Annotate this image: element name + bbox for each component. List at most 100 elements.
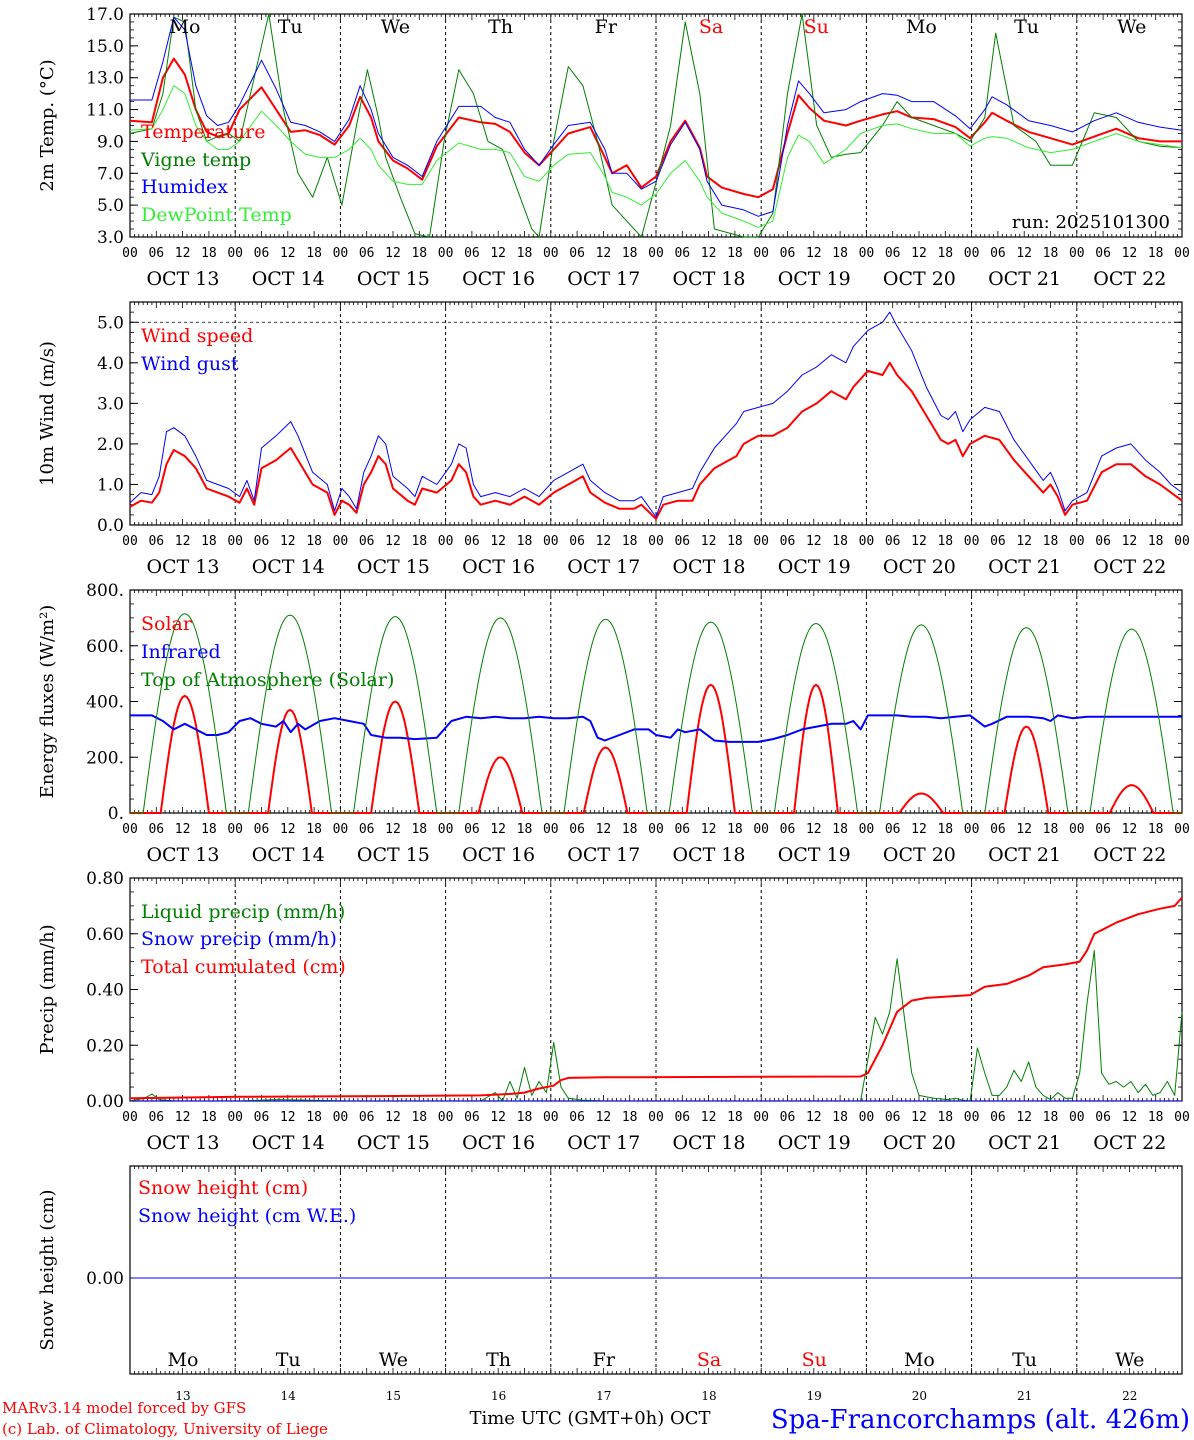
series-group [129, 896, 1183, 1102]
date-label: OCT 17 [567, 1132, 640, 1154]
date-label: OCT 18 [672, 268, 745, 290]
svg-text:18: 18 [832, 246, 848, 261]
legend-entry: Top of Atmosphere (Solar) [141, 669, 394, 691]
svg-text:00: 00 [227, 822, 243, 837]
y-tick-label: 17.0 [86, 5, 124, 25]
panel-frame [129, 589, 1183, 814]
date-label: OCT 16 [462, 556, 535, 578]
svg-text:06: 06 [780, 246, 796, 261]
date-label: OCT 21 [988, 268, 1061, 290]
svg-text:12: 12 [1122, 534, 1138, 549]
svg-text:12: 12 [911, 246, 927, 261]
date-label: OCT 18 [672, 556, 745, 578]
x-axis-label: Time UTC (GMT+0h) OCT [469, 1408, 710, 1429]
svg-text:06: 06 [885, 1110, 901, 1125]
svg-text:12: 12 [911, 534, 927, 549]
station-name: Spa-Francorchamps (alt. 426m) [771, 1405, 1190, 1435]
svg-text:00: 00 [543, 534, 559, 549]
svg-text:06: 06 [1095, 1110, 1111, 1125]
day-number: 16 [491, 1389, 506, 1403]
svg-text:00: 00 [122, 822, 138, 837]
svg-text:06: 06 [254, 246, 270, 261]
svg-text:00: 00 [1174, 822, 1190, 837]
day-abbr: Mo [168, 1349, 199, 1371]
svg-text:18: 18 [937, 1110, 953, 1125]
svg-text:18: 18 [1043, 822, 1059, 837]
svg-text:12: 12 [596, 822, 612, 837]
svg-text:12: 12 [1122, 246, 1138, 261]
hour-labels: 00 06 12 18 00 06 12 18 00 06 12 18 00 06 12 18 00 06 12 18… [122, 1110, 1190, 1125]
svg-text:06: 06 [1095, 534, 1111, 549]
date-label: OCT 13 [146, 556, 219, 578]
date-label: OCT 14 [252, 844, 325, 866]
svg-text:00: 00 [543, 1110, 559, 1125]
hour-labels: 00 06 12 18 00 06 12 18 00 06 12 18 00 06 12 18 00 06 12 18… [122, 246, 1190, 261]
svg-text:18: 18 [622, 1110, 638, 1125]
svg-text:00: 00 [1069, 822, 1085, 837]
date-label: OCT 16 [462, 844, 535, 866]
series-line-liquid-precip-mm-h [129, 950, 1183, 1102]
y-axis-label: Energy fluxes (W/m²) [37, 605, 58, 799]
svg-text:00: 00 [333, 822, 349, 837]
model-credit-line2: (c) Lab. of Climatology, University of L… [2, 1420, 328, 1438]
series-line-dewpoint-temp [129, 85, 1183, 228]
date-label: OCT 19 [778, 844, 851, 866]
svg-text:00: 00 [859, 534, 875, 549]
svg-text:12: 12 [280, 246, 296, 261]
svg-text:00: 00 [333, 246, 349, 261]
svg-text:18: 18 [411, 1110, 427, 1125]
date-label: OCT 17 [567, 556, 640, 578]
svg-text:00: 00 [964, 1110, 980, 1125]
svg-text:12: 12 [385, 822, 401, 837]
date-label: OCT 22 [1093, 556, 1166, 578]
svg-text:12: 12 [1016, 1110, 1032, 1125]
svg-text:00: 00 [753, 534, 769, 549]
svg-text:00: 00 [438, 246, 454, 261]
y-tick-label: 800. [86, 581, 124, 601]
y-axis-label: Snow height (cm) [37, 1189, 58, 1350]
series-line-humidex [130, 16, 1183, 217]
svg-text:18: 18 [1148, 1110, 1164, 1125]
legend-entry: Infrared [141, 641, 221, 663]
y-tick-label: 200. [86, 748, 124, 768]
y-tick-label: 4.0 [97, 354, 124, 374]
svg-text:00: 00 [1174, 534, 1190, 549]
series-group [130, 613, 1182, 814]
svg-text:18: 18 [411, 822, 427, 837]
y-axis-label: Precip (mm/h) [37, 924, 58, 1054]
svg-text:00: 00 [1174, 246, 1190, 261]
svg-text:06: 06 [464, 534, 480, 549]
svg-text:06: 06 [885, 246, 901, 261]
date-label: OCT 20 [883, 844, 956, 866]
svg-text:06: 06 [148, 822, 164, 837]
svg-text:06: 06 [780, 1110, 796, 1125]
svg-text:18: 18 [727, 822, 743, 837]
series-line-vigne-temp [129, 13, 1183, 238]
legend-entry: Wind gust [141, 353, 239, 375]
day-number: 19 [807, 1389, 822, 1403]
svg-text:18: 18 [306, 246, 322, 261]
svg-text:12: 12 [175, 534, 191, 549]
hour-ticks [129, 1166, 1183, 1374]
date-label: OCT 20 [883, 268, 956, 290]
svg-text:18: 18 [517, 822, 533, 837]
svg-text:18: 18 [1148, 534, 1164, 549]
date-label: OCT 14 [252, 1132, 325, 1154]
day-number: 15 [386, 1389, 401, 1403]
date-label: OCT 20 [883, 1132, 956, 1154]
svg-text:12: 12 [1016, 822, 1032, 837]
date-label: OCT 16 [462, 268, 535, 290]
day-abbr: Mo [904, 1349, 935, 1371]
date-label: OCT 15 [357, 844, 430, 866]
legend-entry: Vigne temp [140, 149, 251, 171]
day-number: 17 [596, 1389, 611, 1403]
y-tick-label: 3.0 [97, 228, 124, 248]
panel-5: 0.00 Snow height (cm) Snow height (cm) Snow… [37, 1165, 1183, 1403]
y-tick-label: 2.0 [97, 435, 124, 455]
svg-text:12: 12 [175, 822, 191, 837]
svg-text:00: 00 [964, 246, 980, 261]
day-number: 13 [175, 1389, 190, 1403]
svg-text:12: 12 [385, 1110, 401, 1125]
series-group [129, 311, 1183, 520]
